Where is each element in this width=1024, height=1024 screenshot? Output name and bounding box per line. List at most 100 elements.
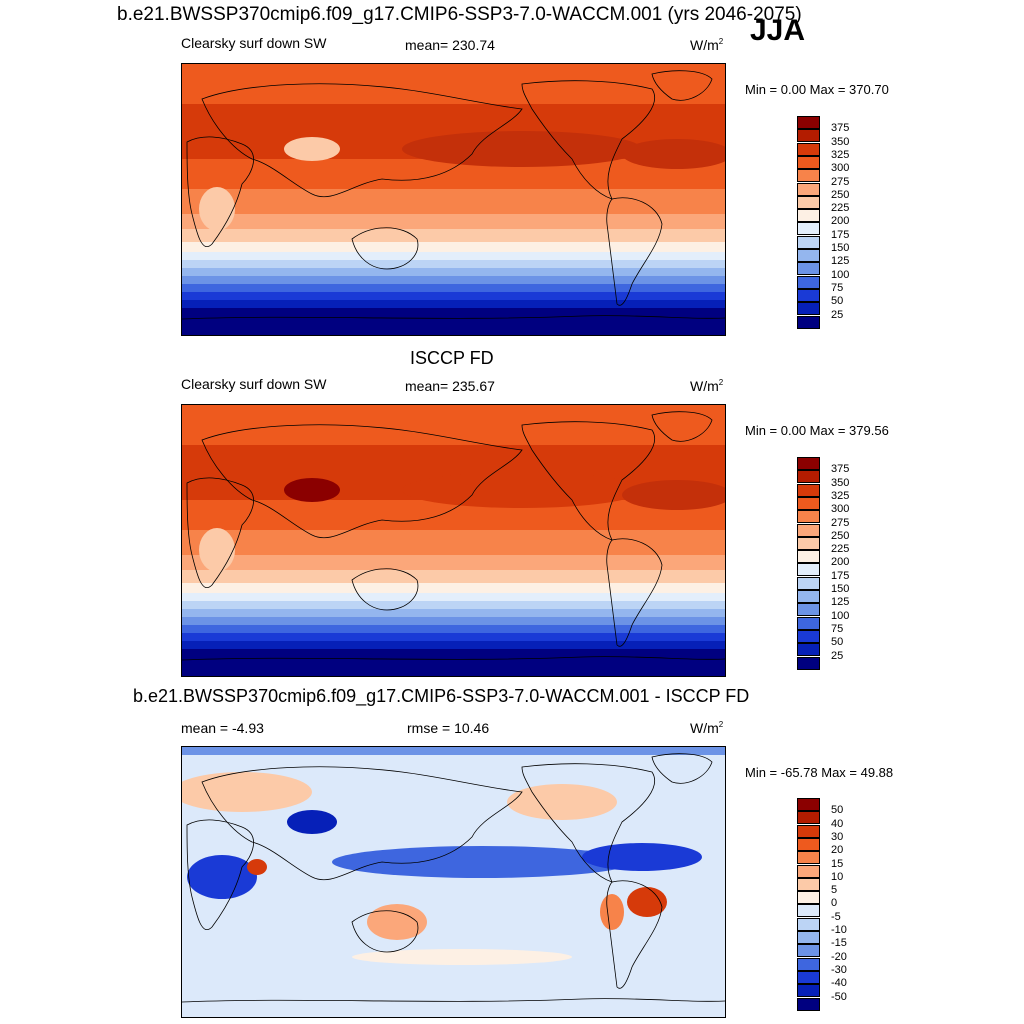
colorbar-swatch — [797, 483, 820, 497]
colorbar-tick-label: 225 — [831, 543, 850, 556]
colorbar-swatch — [797, 457, 820, 470]
field-band — [182, 159, 725, 189]
colorbar-tick-label: -5 — [831, 910, 841, 923]
field-band — [182, 633, 725, 641]
colorbar-swatch — [797, 944, 820, 958]
panel1-mean: mean= 230.74 — [405, 37, 495, 53]
tibet-feature — [284, 137, 340, 161]
field-band — [182, 625, 725, 633]
panel1-minmax: Min = 0.00 Max = 370.70 — [745, 82, 889, 97]
colorbar-tick-label: 30 — [831, 830, 844, 843]
andes-warm — [600, 894, 624, 930]
field-band — [182, 649, 725, 676]
panel2-mean: mean= 235.67 — [405, 378, 495, 394]
colorbar-swatch — [797, 288, 820, 302]
south-america-outline — [606, 538, 663, 647]
colorbar-tick-label: 275 — [831, 516, 850, 529]
africa-feature — [199, 528, 235, 572]
pacific-high — [402, 131, 642, 167]
africa-outline — [186, 477, 254, 588]
north-america-outline — [521, 763, 655, 883]
field-band — [182, 260, 725, 268]
colorbar-tick-label: 50 — [831, 804, 844, 817]
colorbar-swatch — [797, 155, 820, 169]
colorbar-tick-label: 15 — [831, 857, 844, 870]
panel2-map — [181, 404, 726, 677]
australia-outline — [351, 910, 419, 953]
africa-outline — [186, 819, 254, 930]
season-label: JJA — [750, 14, 806, 47]
field-band — [182, 252, 725, 260]
field-band — [182, 292, 725, 300]
greenland-outline — [651, 753, 713, 784]
colorbar-swatch — [797, 249, 820, 262]
field-band — [182, 229, 725, 242]
colorbar-tick-label: 275 — [831, 175, 850, 188]
greenland-outline — [651, 411, 713, 442]
colorbar-swatch — [797, 851, 820, 865]
colorbar-tick-label: 150 — [831, 583, 850, 595]
india-cold — [287, 810, 337, 834]
eurasia-outline — [201, 424, 523, 539]
field-band — [182, 242, 725, 252]
panel2-variable: Clearsky surf down SW — [181, 376, 327, 392]
colorbar-tick-label: 200 — [831, 215, 850, 228]
colorbar-swatch — [797, 970, 820, 984]
colorbar-swatch — [797, 563, 820, 577]
colorbar-swatch — [797, 302, 820, 316]
colorbar-swatch — [797, 931, 820, 944]
colorbar-tick-label: 5 — [831, 884, 838, 897]
colorbar-tick-label: 375 — [831, 463, 850, 476]
eurasia-outline — [201, 83, 523, 198]
field-band — [182, 583, 725, 593]
panel1-colorbar: 375 350 325 300 275 250 225 200 175 150 125 100 75 50… — [797, 116, 867, 329]
panel2-field — [182, 405, 725, 676]
colorbar-swatch — [797, 811, 820, 825]
colorbar-swatch — [797, 824, 820, 838]
eurasia-warm — [182, 772, 312, 812]
field-band — [182, 268, 725, 276]
colorbar-tick-label: 300 — [831, 162, 850, 175]
africa-outline — [186, 136, 254, 247]
pacific-high — [402, 472, 642, 508]
colorbar-tick-label: 75 — [831, 622, 844, 635]
npac-warm — [507, 784, 617, 820]
panel3-map — [181, 746, 726, 1018]
panel1-units: W/m2 — [690, 37, 724, 53]
colorbar-swatch — [797, 222, 820, 236]
colorbar-swatch — [797, 837, 820, 851]
antarctica-outline — [182, 656, 725, 661]
panel3-minmax: Min = -65.78 Max = 49.88 — [745, 765, 894, 780]
antarctica-outline — [182, 315, 725, 320]
colorbar-swatch — [797, 629, 820, 643]
colorbar-tick-label: 350 — [831, 476, 850, 489]
colorbar-tick-label: 225 — [831, 202, 850, 215]
colorbar-swatch — [797, 957, 820, 971]
colorbar-swatch — [797, 798, 820, 811]
colorbar-swatch — [797, 235, 820, 249]
north-america-outline — [521, 80, 655, 200]
field-band — [182, 641, 725, 649]
field-band — [182, 308, 725, 335]
australia-warm — [367, 904, 427, 940]
colorbar-swatch — [797, 904, 820, 918]
colorbar-swatch — [797, 142, 820, 156]
colorbar-tick-label: 325 — [831, 489, 850, 502]
colorbar-tick-label: 175 — [831, 228, 850, 241]
eurasia-outline — [201, 766, 523, 881]
australia-outline — [351, 568, 419, 611]
field-band — [182, 214, 725, 229]
colorbar-tick-label: 175 — [831, 569, 850, 582]
colorbar-swatch — [797, 470, 820, 484]
colorbar-swatch — [797, 510, 820, 524]
colorbar-tick-label: 25 — [831, 649, 844, 662]
field-band — [182, 405, 725, 445]
north-america-outline — [521, 421, 655, 541]
colorbar-tick-label: 40 — [831, 817, 844, 830]
colorbar-tick-label: 0 — [831, 897, 838, 910]
panel3-colorbar: 50 40 30 20 15 10 5 0 -5 -10 -15 -20 -30 -40 -50 — [797, 798, 867, 1011]
colorbar-tick-label: 250 — [831, 529, 850, 542]
colorbar-tick-label: 200 — [831, 556, 850, 569]
africa-cold — [187, 855, 257, 899]
panel3-mean: mean = -4.93 — [181, 720, 264, 736]
